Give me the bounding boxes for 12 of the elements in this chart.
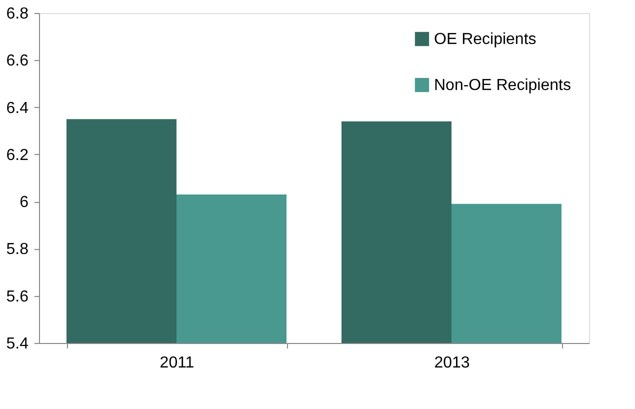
y-tick-label: 6.6	[6, 52, 29, 70]
y-tick-label: 5.4	[6, 336, 29, 352]
y-tick-label: 6.4	[6, 100, 29, 117]
x-tick-label: 2011	[160, 354, 194, 372]
y-tick-label: 6	[20, 194, 29, 212]
y-tick-label: 5.8	[6, 241, 29, 258]
y-tick-label: 6.8	[6, 6, 29, 22]
x-tick-label: 2013	[434, 354, 470, 372]
y-tick-label: 6.2	[6, 146, 29, 164]
y-tick-label: 5.6	[6, 288, 29, 306]
legend-label: OE Recipients	[434, 31, 536, 48]
legend-label: Non-OE Recipients	[434, 77, 571, 94]
